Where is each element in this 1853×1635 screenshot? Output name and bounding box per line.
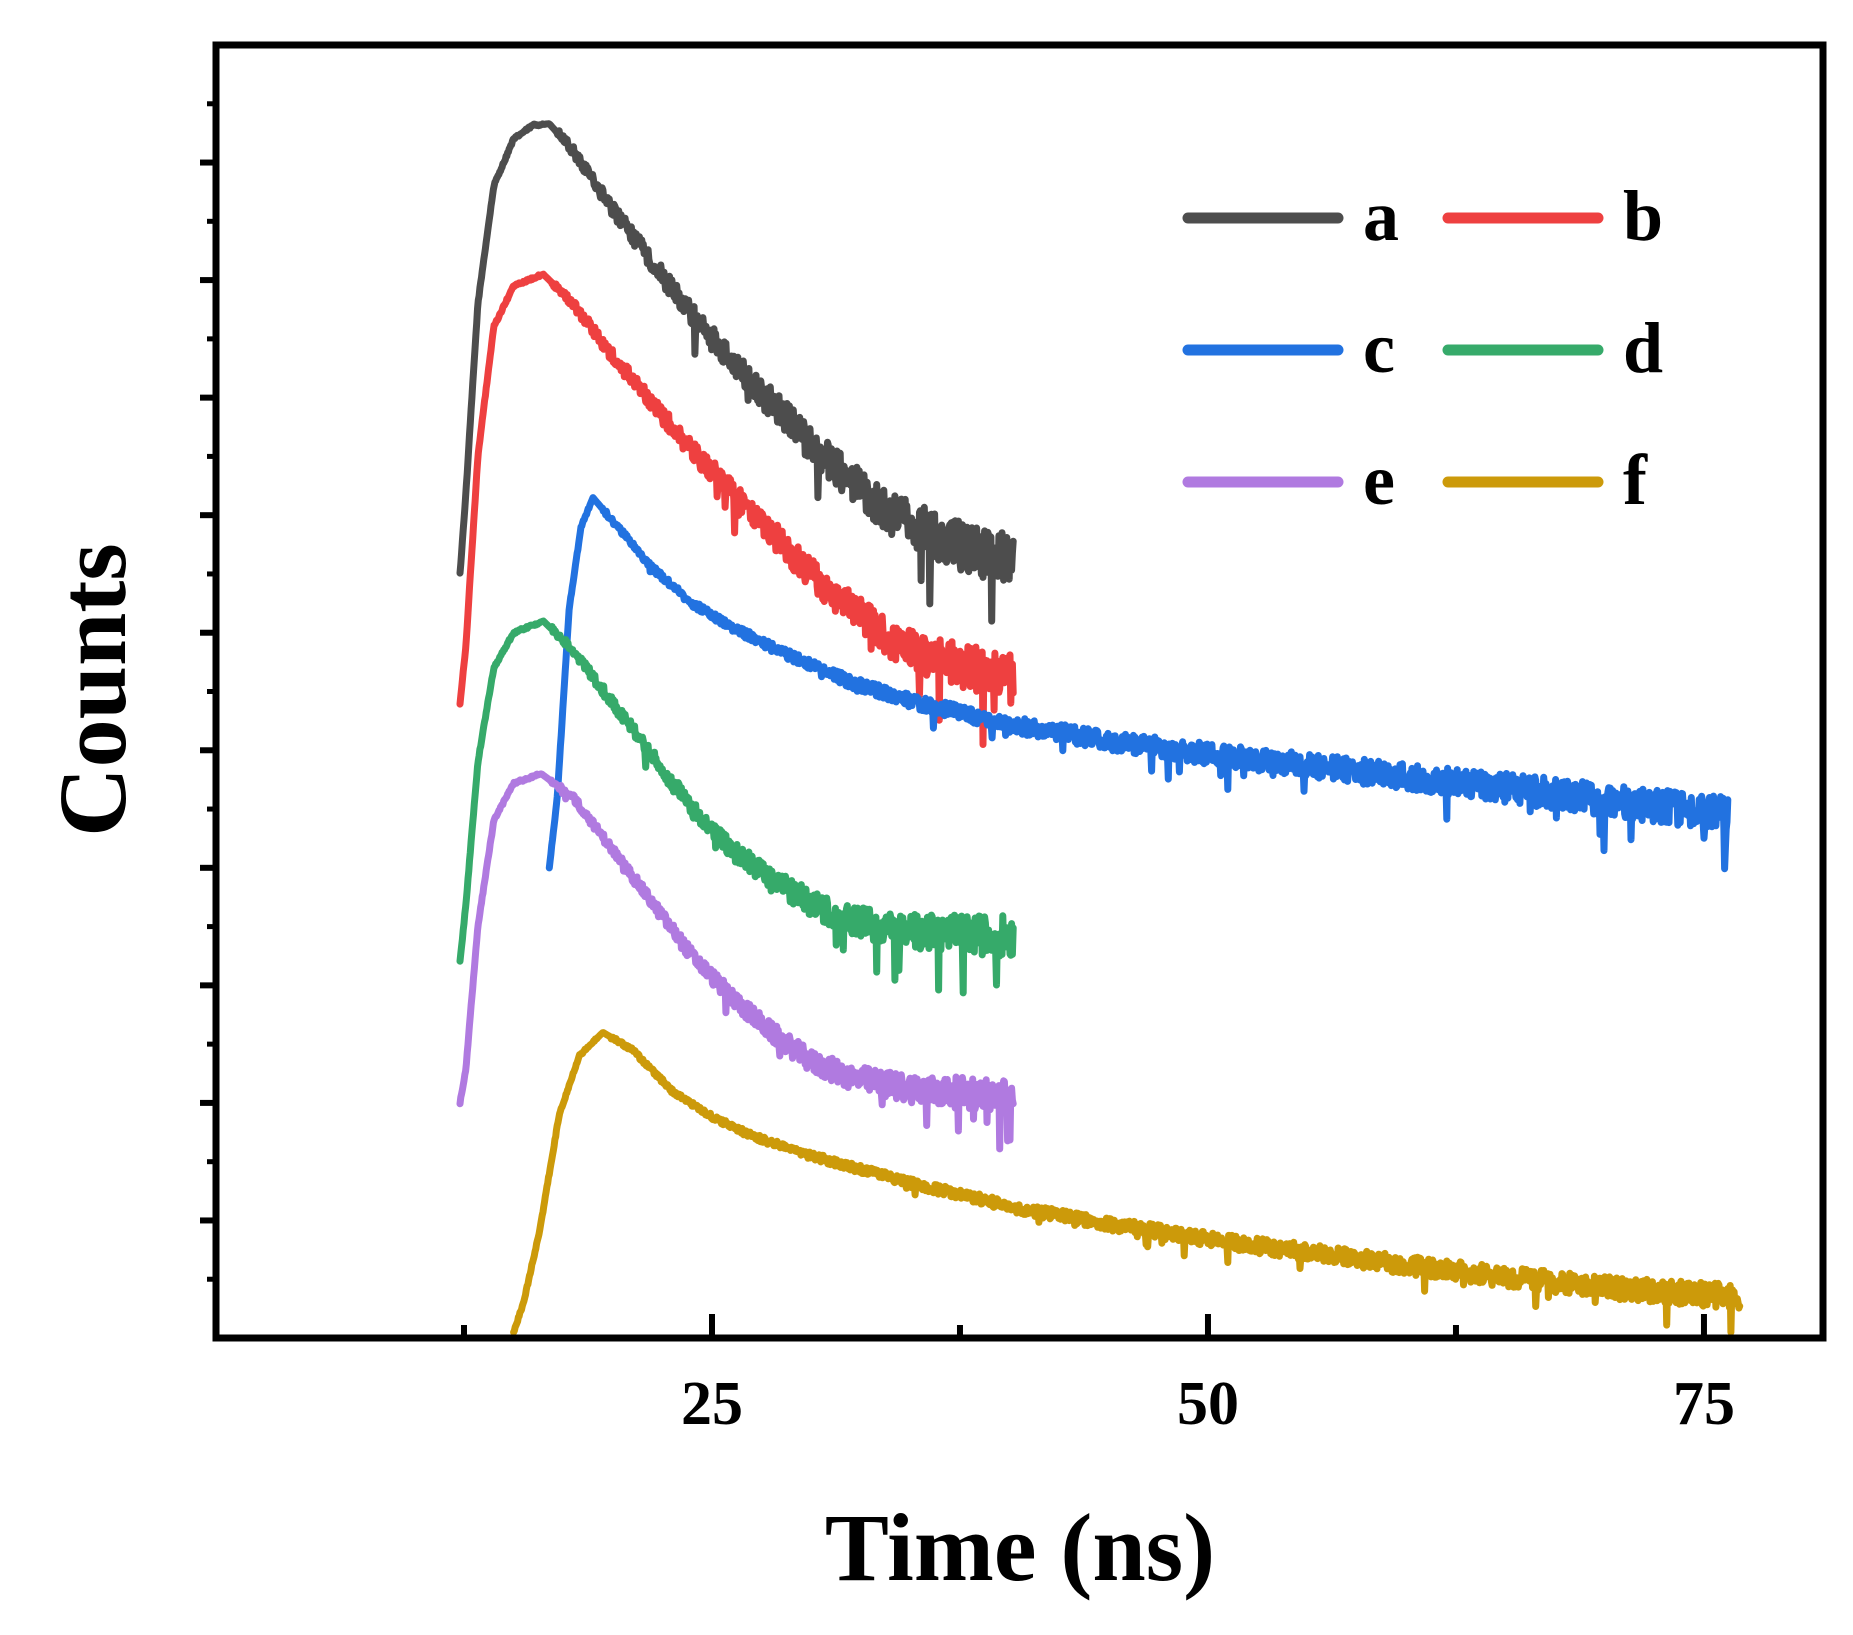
- x-axis-title: Time (ns): [825, 1494, 1215, 1601]
- legend-label-b: b: [1623, 176, 1663, 256]
- plot-frame: [212, 41, 1827, 1342]
- axes-group: 25 50 75: [200, 101, 1735, 1438]
- x-tick-label: 75: [1673, 1370, 1735, 1438]
- legend-label-e: e: [1363, 440, 1395, 520]
- series-line-e: [456, 770, 1017, 1153]
- series-line-f: [510, 1029, 1744, 1336]
- legend-label-c: c: [1363, 308, 1395, 388]
- series-line-d: [456, 617, 1017, 997]
- legend-label-a: a: [1363, 176, 1399, 256]
- series-line-c: [545, 494, 1732, 873]
- series-line-a: [456, 120, 1017, 625]
- y-axis-title: Counts: [39, 543, 146, 836]
- x-tick-label: 50: [1177, 1370, 1239, 1438]
- series-line-b: [456, 270, 1017, 748]
- legend-label-d: d: [1623, 308, 1663, 388]
- legend-label-f: f: [1623, 440, 1648, 520]
- legend: a b c d e f: [1182, 176, 1663, 520]
- x-tick-label: 25: [681, 1370, 743, 1438]
- series-group: [456, 120, 1744, 1336]
